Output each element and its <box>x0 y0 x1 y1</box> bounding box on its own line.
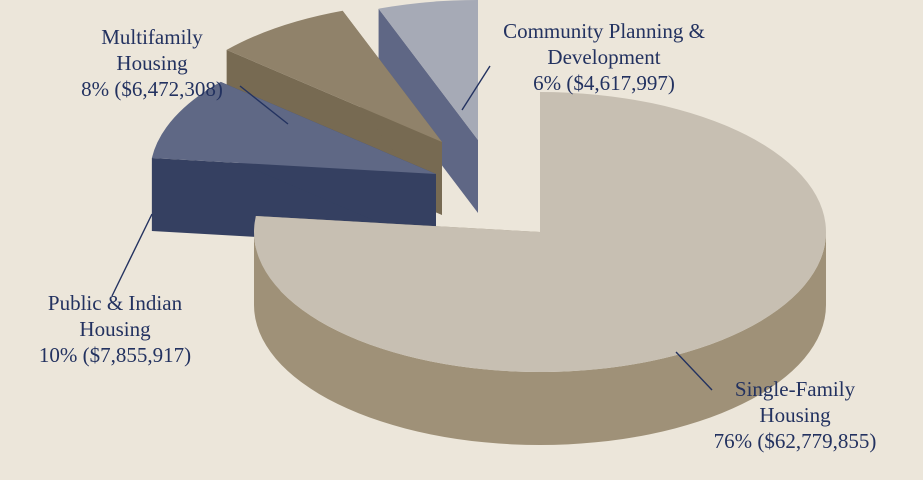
label-public-indian-line1: Public & Indian <box>47 291 183 315</box>
label-single-family-line1: Single-Family <box>734 377 856 401</box>
pie-slices <box>151 0 826 445</box>
label-community-planning: Community Planning & Development 6% ($4,… <box>470 18 738 96</box>
slice-public-indian-top <box>151 81 436 174</box>
label-public-indian-amount: ($7,855,917) <box>82 343 192 367</box>
label-single-family-amount: ($62,779,855) <box>757 429 877 453</box>
label-community-planning-amount: ($4,617,997) <box>566 71 675 95</box>
label-multifamily-amount: ($6,472,308) <box>114 77 223 101</box>
leader-single-family <box>675 351 713 391</box>
slice-community-planning <box>378 0 478 213</box>
leader-lines <box>111 65 713 391</box>
label-community-planning-percent: 6% <box>533 71 562 95</box>
label-single-family: Single-Family Housing 76% ($62,779,855) <box>700 376 890 454</box>
leader-multifamily <box>239 85 289 125</box>
label-public-indian-percent: 10% <box>38 343 78 367</box>
label-community-planning-line2: Development <box>547 45 661 69</box>
label-public-indian-line2: Housing <box>79 317 151 341</box>
label-multifamily-percent: 8% <box>81 77 110 101</box>
label-multifamily-line1: Multifamily <box>101 25 203 49</box>
leader-community-planning <box>461 65 491 111</box>
label-single-family-percent: 76% <box>713 429 753 453</box>
slice-multifamily-top <box>226 10 442 142</box>
leader-public-indian <box>111 213 153 297</box>
label-public-indian: Public & Indian Housing 10% ($7,855,917) <box>10 290 220 368</box>
slice-single-family-top <box>254 92 826 373</box>
slice-community-planning-wall-start <box>378 8 478 213</box>
slice-community-planning-top <box>378 0 478 140</box>
label-multifamily: Multifamily Housing 8% ($6,472,308) <box>52 24 252 102</box>
label-multifamily-line2: Housing <box>116 51 188 75</box>
slice-single-family-side-0 <box>254 232 826 445</box>
label-single-family-line2: Housing <box>759 403 831 427</box>
slice-single-family <box>254 92 826 445</box>
label-community-planning-line1: Community Planning & <box>503 19 705 43</box>
